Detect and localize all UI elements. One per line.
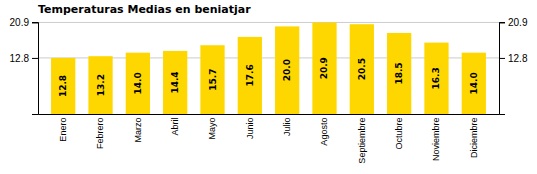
x-tick-label: Junio	[245, 118, 255, 140]
x-tick: Septiembre	[357, 118, 367, 164]
data-label: 14.0	[133, 72, 143, 94]
y2-axis: 12.8 20.9	[499, 17, 528, 114]
y-axis-line	[32, 23, 39, 115]
x-tick: Febrero	[95, 118, 105, 150]
x-tick: Marzo	[133, 118, 143, 143]
y-tick: 20.9	[10, 17, 38, 28]
x-tick-label: Abril	[170, 118, 180, 136]
bar	[238, 37, 262, 114]
data-label: 14.4	[170, 71, 180, 93]
data-label: 13.2	[96, 74, 106, 96]
bar	[312, 22, 336, 114]
y-tick-label: 12.8	[10, 53, 30, 64]
x-tick: Julio	[282, 118, 292, 137]
data-label: 12.8	[58, 75, 68, 97]
y2-tick-label: 12.8	[508, 53, 528, 64]
x-tick: Abril	[170, 118, 180, 136]
x-tick-label: Marzo	[133, 118, 143, 143]
y-tick-label: 20.9	[10, 17, 30, 28]
y-tick: 12.8	[10, 53, 38, 64]
y2-tick-mark	[499, 22, 505, 23]
data-label: 20.5	[357, 58, 367, 80]
y2-tick-mark	[499, 58, 505, 59]
bar	[462, 53, 486, 114]
x-tick-label: Septiembre	[357, 118, 367, 164]
x-tick: Noviembre	[431, 118, 441, 162]
y2-tick: 12.8	[499, 53, 528, 64]
chart: Temperaturas Medias en beniatjar 12.8 13.2…	[0, 0, 537, 174]
data-label: 16.3	[431, 67, 441, 89]
data-label: 17.6	[245, 64, 255, 86]
bar	[51, 58, 75, 114]
x-axis-line	[39, 114, 500, 115]
title: Temperaturas Medias en beniatjar	[38, 3, 251, 16]
x-tick-label: Mayo	[207, 118, 217, 140]
data-labels: 12.8 13.2 14.0 14.4 15.7 17.6 20.0 20.9 20.5 18.5…	[58, 57, 479, 97]
bar	[200, 45, 224, 114]
data-label: 20.0	[282, 59, 292, 81]
bar	[424, 43, 448, 114]
x-tick-label: Febrero	[95, 118, 105, 150]
x-tick-label: Enero	[58, 118, 68, 142]
y2-axis-line	[500, 23, 506, 115]
bar	[275, 26, 299, 114]
bar	[163, 51, 187, 114]
bars	[51, 22, 486, 114]
y2-tick-label: 20.9	[508, 17, 528, 28]
x-tick-label: Julio	[282, 118, 292, 137]
bar	[88, 56, 112, 114]
data-label: 18.5	[394, 62, 404, 84]
x-axis: Enero Febrero Marzo Abril Mayo Junio Julio Agos…	[39, 115, 500, 164]
bar	[387, 33, 411, 114]
x-tick: Octubre	[394, 118, 404, 150]
x-tick: Junio	[245, 118, 255, 140]
x-tick: Diciembre	[469, 118, 479, 159]
x-tick: Agosto	[319, 118, 329, 146]
x-tick-label: Agosto	[319, 118, 329, 146]
data-label: 20.9	[319, 57, 329, 79]
bar	[126, 53, 150, 114]
y-tick-mark	[32, 58, 38, 59]
plot: 12.8 13.2 14.0 14.4 15.7 17.6 20.0 20.9 20.5 18.5…	[10, 17, 528, 163]
x-tick-label: Noviembre	[431, 118, 441, 162]
y-tick-mark	[32, 22, 38, 23]
y-axis: 12.8 20.9	[10, 17, 39, 114]
x-tick: Enero	[58, 118, 68, 142]
grid-line	[38, 22, 499, 23]
x-tick: Mayo	[207, 118, 217, 140]
x-tick-label: Octubre	[394, 118, 404, 150]
x-tick-label: Diciembre	[469, 118, 479, 159]
data-label: 14.0	[469, 72, 479, 94]
bar	[350, 24, 374, 114]
data-label: 15.7	[208, 69, 218, 91]
y2-tick: 20.9	[499, 17, 528, 28]
